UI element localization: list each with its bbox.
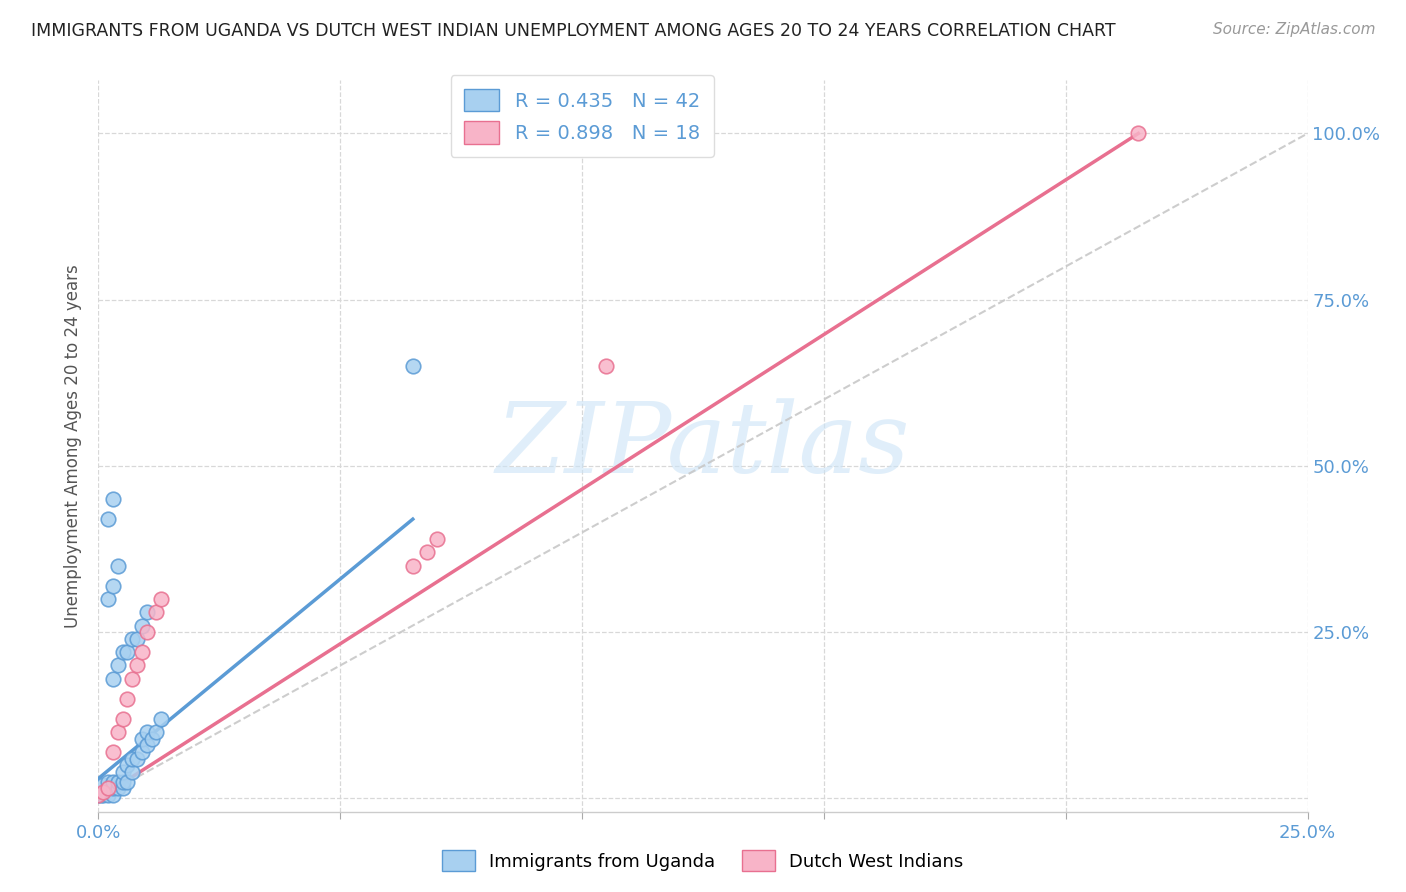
Point — [101, 492, 124, 507]
Point — [121, 632, 143, 646]
Point — [97, 774, 120, 789]
Y-axis label: Unemployment Among Ages 20 to 24 years: Unemployment Among Ages 20 to 24 years — [65, 264, 83, 628]
Point — [121, 751, 143, 765]
Point — [97, 781, 120, 796]
Point — [97, 512, 120, 526]
Point — [111, 712, 134, 726]
Point — [145, 725, 167, 739]
Point — [145, 605, 167, 619]
Legend: R = 0.435   N = 42, R = 0.898   N = 18: R = 0.435 N = 42, R = 0.898 N = 18 — [450, 75, 714, 157]
Point — [135, 625, 157, 640]
Point — [107, 781, 129, 796]
Point — [127, 751, 149, 765]
Point — [94, 785, 117, 799]
Point — [131, 745, 153, 759]
Text: Source: ZipAtlas.com: Source: ZipAtlas.com — [1212, 22, 1375, 37]
Text: ZIPatlas: ZIPatlas — [496, 399, 910, 493]
Point — [127, 632, 149, 646]
Point — [101, 774, 124, 789]
Text: IMMIGRANTS FROM UGANDA VS DUTCH WEST INDIAN UNEMPLOYMENT AMONG AGES 20 TO 24 YEA: IMMIGRANTS FROM UGANDA VS DUTCH WEST IND… — [31, 22, 1115, 40]
Point — [91, 778, 114, 792]
Point — [101, 579, 124, 593]
Point — [97, 591, 120, 606]
Point — [131, 731, 153, 746]
Point — [117, 774, 139, 789]
Point — [87, 788, 110, 802]
Point — [107, 558, 129, 573]
Point — [150, 591, 173, 606]
Point — [416, 545, 439, 559]
Point — [1128, 127, 1150, 141]
Point — [141, 731, 163, 746]
Point — [117, 758, 139, 772]
Point — [426, 532, 449, 546]
Point — [131, 645, 153, 659]
Point — [150, 712, 173, 726]
Point — [107, 774, 129, 789]
Point — [135, 738, 157, 752]
Point — [101, 781, 124, 796]
Point — [135, 605, 157, 619]
Point — [111, 645, 134, 659]
Point — [111, 764, 134, 779]
Point — [107, 725, 129, 739]
Legend: Immigrants from Uganda, Dutch West Indians: Immigrants from Uganda, Dutch West India… — [434, 843, 972, 879]
Point — [101, 672, 124, 686]
Point — [121, 672, 143, 686]
Point — [97, 781, 120, 796]
Point — [111, 781, 134, 796]
Point — [87, 788, 110, 802]
Point — [402, 359, 425, 374]
Point — [101, 745, 124, 759]
Point — [101, 788, 124, 802]
Point — [131, 618, 153, 632]
Point — [91, 788, 114, 802]
Point — [127, 658, 149, 673]
Point — [90, 788, 112, 802]
Point — [111, 774, 134, 789]
Point — [135, 725, 157, 739]
Point — [107, 658, 129, 673]
Point — [121, 764, 143, 779]
Point — [117, 645, 139, 659]
Point — [117, 691, 139, 706]
Point — [402, 558, 425, 573]
Point — [91, 785, 114, 799]
Point — [97, 788, 120, 802]
Point — [595, 359, 617, 374]
